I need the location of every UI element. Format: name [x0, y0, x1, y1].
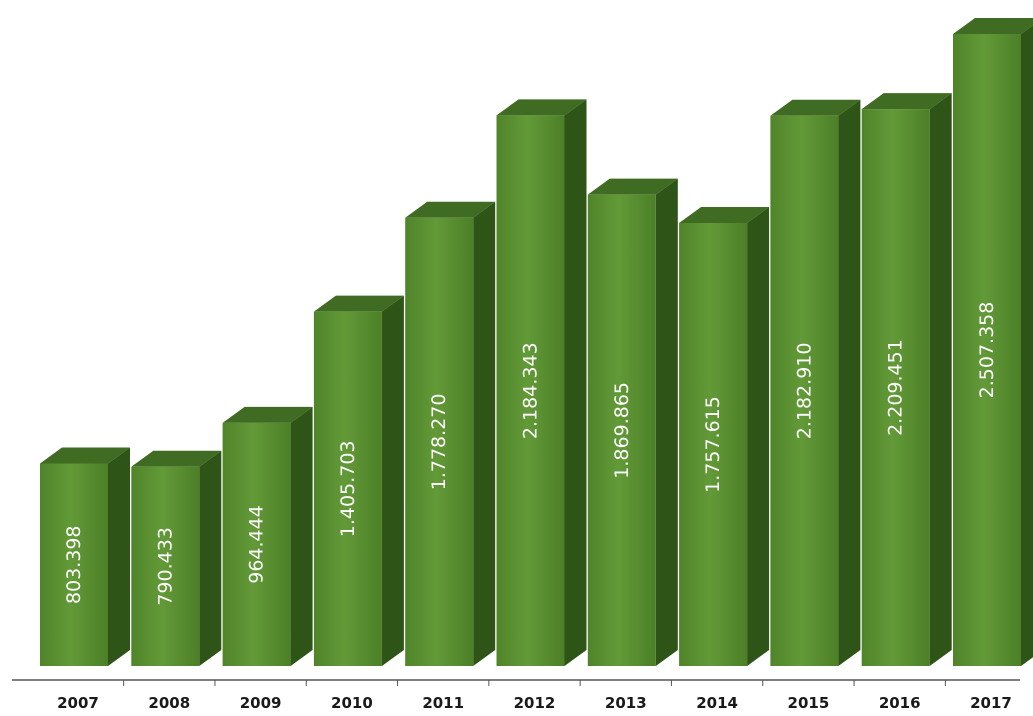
- bar-2016: 2.209.451: [861, 93, 952, 666]
- x-tick-label-2015: 2015: [788, 694, 830, 712]
- bar-2012: 2.184.343: [496, 99, 587, 666]
- bar-2017: 2.507.358: [953, 18, 1033, 666]
- bar-top-2008: [131, 450, 222, 467]
- bar-side-2016: [929, 93, 952, 666]
- bar-front-2009: [222, 422, 291, 666]
- bar-top-2010: [313, 295, 404, 312]
- bar-side-2011: [473, 201, 496, 666]
- x-tick-label-2011: 2011: [422, 694, 464, 712]
- bar-side-2009: [290, 406, 313, 666]
- bar-front-2010: [313, 311, 382, 666]
- bar-top-2012: [496, 99, 587, 116]
- bar-front-2013: [587, 194, 656, 666]
- bar-side-2007: [108, 447, 130, 666]
- data-label-2009: 964.444: [246, 505, 268, 584]
- bar-top-2014: [679, 206, 770, 223]
- bar-front-2014: [679, 222, 748, 666]
- bar-top-2011: [405, 201, 496, 218]
- bar-top-2017: [953, 18, 1033, 34]
- x-tick-label-2012: 2012: [514, 694, 556, 712]
- data-label-2012: 2.184.343: [520, 342, 542, 439]
- bar-top-2009: [222, 406, 313, 423]
- x-tick-label-2017: 2017: [970, 694, 1012, 712]
- bar-top-2015: [770, 99, 861, 116]
- bars-group: 803.398 790.433 964.444 1.405.703 1.778.270 2…: [40, 18, 1033, 666]
- bar-2011: 1.778.270: [405, 201, 496, 666]
- bar-front-2011: [405, 217, 474, 666]
- x-tick-label-2007: 2007: [57, 694, 99, 712]
- bar-side-2015: [838, 99, 861, 666]
- data-label-2016: 2.209.451: [885, 339, 907, 436]
- bar-side-2013: [655, 178, 678, 666]
- x-tick-label-2013: 2013: [605, 694, 647, 712]
- x-tick-label-2008: 2008: [148, 694, 190, 712]
- bar-2007: 803.398: [40, 447, 130, 666]
- bar-2013: 1.869.865: [587, 178, 678, 666]
- bar-front-2017: [953, 34, 1021, 666]
- x-ticks-group: 2007 2008 2009 2010 2011 2012 2013 2014 2015 2016…: [57, 680, 1012, 712]
- data-label-2013: 1.869.865: [611, 382, 633, 479]
- bar-2015: 2.182.910: [770, 99, 861, 666]
- data-label-2007: 803.398: [63, 525, 85, 604]
- bar-top-2013: [587, 178, 678, 195]
- bar-2008: 790.433: [131, 450, 222, 666]
- data-label-2015: 2.182.910: [793, 343, 815, 440]
- bar-side-2012: [564, 99, 587, 666]
- bar-front-2012: [496, 115, 565, 666]
- bar-side-2014: [747, 206, 770, 666]
- bar-2014: 1.757.615: [679, 206, 770, 666]
- bar-side-2008: [199, 450, 222, 666]
- bar-top-2007: [40, 447, 130, 464]
- bar-side-2010: [381, 295, 404, 666]
- data-label-2011: 1.778.270: [428, 394, 450, 491]
- x-tick-label-2009: 2009: [240, 694, 282, 712]
- data-label-2014: 1.757.615: [702, 396, 724, 493]
- data-label-2017: 2.507.358: [976, 302, 998, 399]
- x-tick-label-2010: 2010: [331, 694, 373, 712]
- data-label-2010: 1.405.703: [337, 440, 359, 537]
- bar-front-2015: [770, 115, 839, 666]
- bar-side-2017: [1021, 25, 1033, 666]
- x-tick-label-2016: 2016: [879, 694, 921, 712]
- bar-2009: 964.444: [222, 406, 313, 666]
- bar-2010: 1.405.703: [313, 295, 404, 666]
- bar-front-2007: [40, 463, 108, 666]
- bar-front-2016: [861, 109, 930, 666]
- x-tick-label-2014: 2014: [696, 694, 738, 712]
- data-label-2008: 790.433: [154, 527, 176, 606]
- bar-front-2008: [131, 466, 200, 666]
- bar-top-2016: [861, 93, 952, 110]
